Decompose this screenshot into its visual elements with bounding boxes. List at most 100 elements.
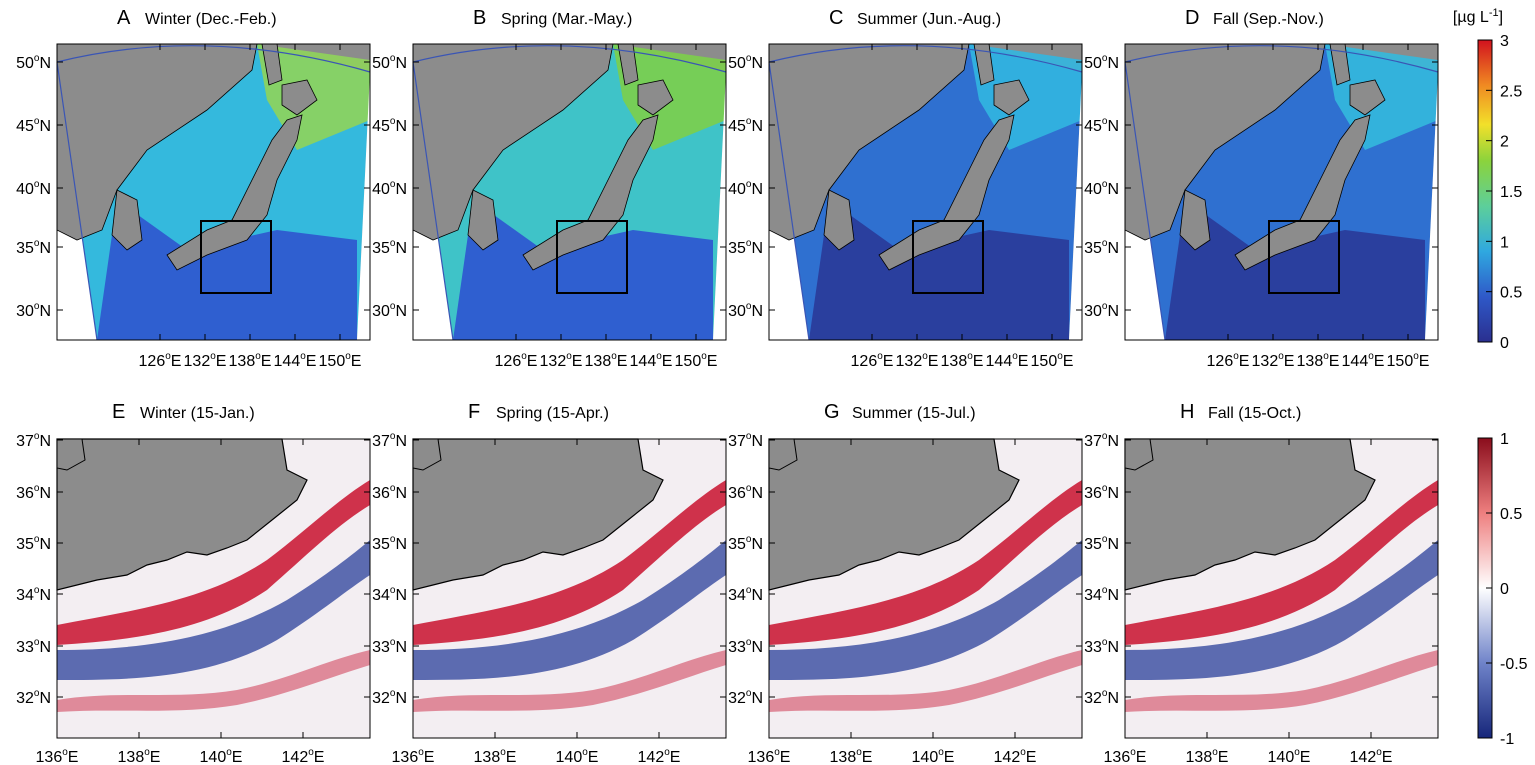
colorbar-tick-label: 0 (1500, 335, 1509, 352)
positive-anomaly-band-south (769, 650, 1082, 712)
positive-anomaly-band (413, 480, 726, 645)
colorbar-top-unit: [µg L-1] (1453, 7, 1503, 26)
continent-land (768, 43, 970, 241)
colorbar-tick-label: 0.5 (1500, 506, 1522, 523)
panel-title: Summer (Jun.-Aug.) (857, 11, 1001, 28)
lat-label: 34oN (728, 585, 763, 604)
lat-label: 35oN (372, 238, 407, 257)
lat-label: 30oN (16, 301, 51, 320)
lat-label: 50oN (16, 53, 51, 72)
negative-anomaly-band (769, 540, 1082, 680)
lon-label: 132oE (540, 351, 583, 370)
lon-label: 150oE (1031, 351, 1074, 370)
map-frame (56, 43, 371, 341)
outside-domain-east (1069, 72, 1082, 340)
lat-label: 32oN (728, 688, 763, 707)
lat-label: 32oN (372, 688, 407, 707)
honshu-land (56, 438, 308, 591)
lon-label: 140oE (200, 747, 243, 765)
colorbar-tick-label: 2 (1500, 134, 1509, 151)
map-panel-f: F Spring (15-Apr.) 37oN 36oN 35oN 34oN 33oN 32o… (372, 401, 727, 765)
map-frame (768, 438, 1083, 739)
lat-label: 33oN (372, 637, 407, 656)
lon-label: 136oE (36, 747, 79, 765)
lon-label: 144oE (986, 351, 1029, 370)
lat-label: 50oN (372, 53, 407, 72)
panel-letter: F (468, 401, 480, 423)
panel-letter: E (112, 401, 125, 423)
hokkaido-land (637, 79, 674, 116)
panel-title: Fall (Sep.-Nov.) (1213, 11, 1324, 28)
lon-label: 150oE (1387, 351, 1430, 370)
lat-label: 36oN (728, 483, 763, 502)
honshu-land (768, 438, 1020, 591)
lon-label: 132oE (896, 351, 939, 370)
domain-boundary-west (412, 61, 454, 341)
lon-label: 150oE (319, 351, 362, 370)
map-panel-a: A Winter (Dec.-Feb.) 50oN 45oN 40oN 35oN 30oN 1… (16, 7, 371, 370)
colorbar-tick-label: 0.5 (1500, 285, 1522, 302)
map-panel-h: H Fall (15-Oct.) 37oN 36oN 35oN 34oN 33oN 32oN 1… (1084, 401, 1439, 765)
korea-land (111, 189, 143, 251)
lon-label: 138oE (1297, 351, 1340, 370)
lat-label: 36oN (1084, 483, 1119, 502)
colorbar-tick-label: 3 (1500, 33, 1509, 50)
lat-label: 37oN (16, 431, 51, 450)
domain-boundary (768, 45, 1083, 73)
lon-label: 142oE (638, 747, 681, 765)
domain-boundary-west (768, 61, 810, 341)
korea-land (467, 189, 499, 251)
lat-label: 45oN (728, 116, 763, 135)
colorbar-tick-label: 1 (1500, 431, 1509, 448)
lat-label: 30oN (1084, 301, 1119, 320)
colorbar-bottom-ticks: 1 0.5 0 -0.5 -1 (1486, 431, 1528, 748)
panel-letter: G (824, 401, 840, 423)
colorbar-tick-label: -0.5 (1500, 656, 1528, 673)
lon-label: 138oE (1186, 747, 1229, 765)
outside-domain-east (713, 72, 726, 340)
map-panel-g: G Summer (15-Jul.) 37oN 36oN 35oN 34oN 33oN 32o… (728, 401, 1083, 765)
lat-label: 40oN (728, 179, 763, 198)
lat-label: 35oN (1084, 534, 1119, 553)
honshu-land (1124, 438, 1376, 591)
lat-label: 30oN (372, 301, 407, 320)
continent-land (412, 43, 614, 241)
lon-label: 144oE (1342, 351, 1385, 370)
lat-label: 35oN (372, 534, 407, 553)
lat-label: 40oN (372, 179, 407, 198)
map-panel-b: B Spring (Mar.-May.) 50oN 45oN 40oN 35oN 30oN 1… (372, 7, 727, 370)
negative-anomaly-band (413, 540, 726, 680)
hokkaido-land (1349, 79, 1386, 116)
colorbar-tick-label: 1.5 (1500, 184, 1522, 201)
study-area-box (200, 220, 272, 294)
panel-title: Winter (Dec.-Feb.) (145, 11, 277, 28)
negative-anomaly-band (1125, 540, 1438, 680)
hokkaido-land (993, 79, 1030, 116)
southern-ocean-region (1165, 200, 1425, 340)
lon-label: 136oE (392, 747, 435, 765)
panel-letter: H (1180, 401, 1194, 423)
negative-anomaly-band (57, 540, 370, 680)
lon-label: 138oE (474, 747, 517, 765)
positive-anomaly-band-south (57, 650, 370, 712)
map-panel-d: D Fall (Sep.-Nov.) 50oN 45oN 40oN 35oN 30oN 126… (1084, 7, 1439, 370)
lat-label: 40oN (1084, 179, 1119, 198)
panel-letter: A (117, 7, 131, 29)
lat-label: 34oN (16, 585, 51, 604)
lon-label: 144oE (274, 351, 317, 370)
japan-land (1234, 114, 1371, 271)
lon-label: 138oE (118, 747, 161, 765)
lat-label: 32oN (1084, 688, 1119, 707)
lon-label: 138oE (941, 351, 984, 370)
panel-title: Spring (Mar.-May.) (501, 11, 632, 28)
study-area-box (556, 220, 628, 294)
panel-title: Summer (15-Jul.) (852, 405, 976, 422)
lon-label: 136oE (1104, 747, 1147, 765)
lat-label: 36oN (372, 483, 407, 502)
colorbar-bottom: 1 0.5 0 -0.5 -1 (1477, 431, 1528, 748)
korea-land (823, 189, 855, 251)
lat-label: 50oN (728, 53, 763, 72)
lat-label: 33oN (1084, 637, 1119, 656)
lon-label: 140oE (556, 747, 599, 765)
